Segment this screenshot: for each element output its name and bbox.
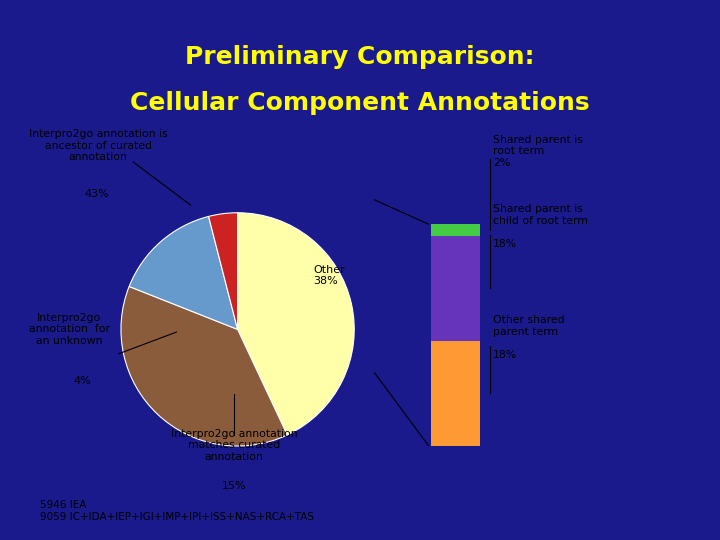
Text: Preliminary Comparison:: Preliminary Comparison: [185, 45, 535, 69]
Wedge shape [238, 213, 354, 435]
Text: Other shared
parent term

18%: Other shared parent term 18% [493, 315, 564, 360]
Text: Shared parent is
root term
2%: Shared parent is root term 2% [493, 134, 583, 168]
Text: Cellular Component Annotations: Cellular Component Annotations [130, 91, 590, 114]
Text: Shared parent is
child of root term

18%: Shared parent is child of root term 18% [493, 205, 588, 249]
Wedge shape [129, 217, 238, 329]
Text: 4%: 4% [74, 376, 91, 386]
Bar [431, 236, 480, 341]
Text: Interpro2go
annotation  for
an unknown: Interpro2go annotation for an unknown [29, 313, 109, 346]
Text: 9059 IC+IDA+IEP+IGI+IMP+IPI+ISS+NAS+RCA+TAS: 9059 IC+IDA+IEP+IGI+IMP+IPI+ISS+NAS+RCA+… [40, 512, 314, 522]
Bar [431, 341, 480, 446]
Wedge shape [209, 213, 238, 329]
Text: Interpro2go annotation
matches curated
annotation: Interpro2go annotation matches curated a… [171, 429, 297, 462]
Text: Interpro2go annotation is
ancestor of curated
annotation: Interpro2go annotation is ancestor of cu… [29, 129, 168, 163]
Text: Other
38%: Other 38% [313, 265, 345, 286]
Wedge shape [121, 286, 287, 446]
Text: 15%: 15% [222, 481, 246, 491]
Bar [431, 224, 480, 236]
Text: 43%: 43% [85, 190, 109, 199]
Text: 5946 IEA: 5946 IEA [40, 500, 86, 510]
